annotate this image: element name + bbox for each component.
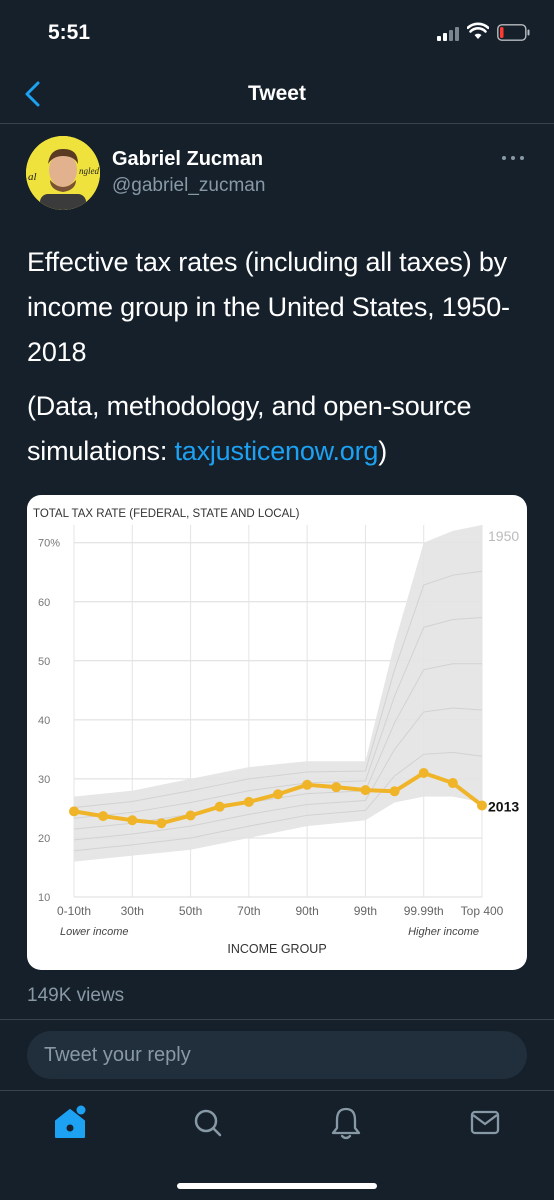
status-bar: 5:51 [0,0,554,62]
nav-bar: Tweet [0,62,554,124]
x-tick-label: 30th [121,904,144,918]
svg-text:ngled: ngled [79,166,99,176]
home-icon[interactable] [50,1105,90,1141]
reply-box[interactable] [27,1031,527,1079]
data-point [389,786,400,797]
series-label-2013: 2013 [488,798,519,814]
data-point [360,785,371,796]
tab-bar [0,1090,554,1200]
data-point [331,782,342,793]
y-tick-label: 30 [38,774,50,786]
author-handle[interactable]: @gabriel_zucman [112,175,266,196]
reply-input[interactable] [27,1031,527,1079]
y-tick-label: 60 [38,597,50,609]
svg-text:al: al [28,171,37,183]
wifi-icon [467,22,489,39]
data-point [477,800,487,811]
tweet-text: Effective tax rates (including all taxes… [27,247,510,367]
band-line [73,570,483,808]
tax-rate-chart: TOTAL TAX RATE (FEDERAL, STATE AND LOCAL… [33,508,519,956]
y-tick-label: 20 [38,833,50,845]
band-line [73,617,483,819]
series-label-1950: 1950 [488,528,519,544]
view-count: 149K views [27,985,125,1006]
x-tick-label: 0-10th [57,904,91,918]
data-point [273,789,283,800]
data-point [185,810,196,821]
status-time: 5:51 [48,21,91,44]
data-point [302,779,313,790]
divider [0,1019,554,1020]
x-axis-label: INCOME GROUP [227,942,326,956]
more-icon[interactable] [500,148,528,168]
home-indicator [177,1183,377,1189]
lower-income-label: Lower income [60,926,128,938]
chevron-left-icon[interactable] [18,78,48,110]
higher-income-label: Higher income [408,926,479,938]
battery-icon [497,24,530,41]
avatar-image: al ngled [26,136,100,210]
bell-icon[interactable] [326,1105,366,1141]
x-tick-label: 99th [354,904,377,918]
x-tick-label: 70th [237,904,260,918]
data-point [156,818,167,829]
x-tick-label: 99.99th [404,904,444,918]
historical-band [74,525,482,862]
data-point [98,811,109,822]
x-tick-label: 90th [295,904,318,918]
mail-icon[interactable] [465,1105,505,1141]
chart-title: TOTAL TAX RATE (FEDERAL, STATE AND LOCAL… [33,508,300,520]
avatar[interactable]: al ngled [26,136,100,210]
data-point [243,796,254,807]
y-tick-label: 10 [38,892,50,904]
y-tick-label: 40 [38,715,50,727]
tweet-text-suffix: ) [378,436,387,466]
author-name[interactable]: Gabriel Zucman [112,148,264,170]
x-tick-label: Top 400 [461,904,504,918]
data-point [127,815,138,826]
tweet-media-card[interactable]: TOTAL TAX RATE (FEDERAL, STATE AND LOCAL… [27,495,527,970]
search-icon[interactable] [188,1105,228,1141]
tweet-text-secondary: (Data, methodology, and open-source simu… [27,384,527,474]
tweet-text-prefix: (Data, methodology, and open-source simu… [27,391,472,466]
band-line [73,751,483,852]
data-point [214,801,225,812]
signal-icon [437,27,463,41]
tweet-header: al ngled Gabriel Zucman @gabriel_zucman [0,134,554,214]
y-tick-label: 50 [38,656,50,668]
page-title: Tweet [248,82,306,105]
data-point [418,768,429,778]
x-tick-label: 50th [179,904,202,918]
y-tick-label: 70% [38,538,60,550]
data-point [447,778,458,789]
data-point [69,806,79,817]
tweet-link[interactable]: taxjusticenow.org [174,436,379,466]
band-line [73,707,483,841]
